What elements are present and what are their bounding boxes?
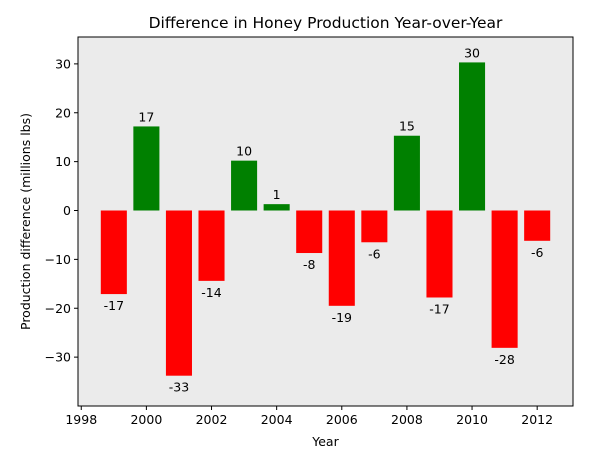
x-tick-label-2012: 2012 [521, 412, 553, 427]
bar-2000 [133, 126, 160, 211]
bars-group [100, 62, 551, 376]
bar-2010 [459, 62, 486, 211]
x-axis: 1998 2000 2002 2004 2006 2008 2010 2012 [65, 406, 553, 427]
data-label-2005: -8 [303, 257, 316, 272]
data-label-2004: 1 [273, 187, 281, 202]
bar-2003 [231, 160, 258, 211]
data-label-2008: 15 [399, 119, 415, 134]
bar-2002 [198, 210, 225, 281]
data-label-2000: 17 [138, 109, 154, 124]
data-labels-group: -17 17 -33 -14 10 1 -8 -19 -6 15 -17 30 -28 -6 [104, 45, 544, 394]
x-axis-label: Year [311, 434, 339, 449]
data-label-2002: -14 [201, 285, 221, 300]
x-tick-label-2000: 2000 [130, 412, 162, 427]
data-label-2006: -19 [332, 310, 352, 325]
plot-background [78, 37, 573, 406]
y-tick-label--10: −10 [45, 252, 71, 267]
bar-2004 [263, 204, 290, 211]
bar-2007 [361, 210, 388, 243]
y-tick-label-0: 0 [63, 203, 71, 218]
data-label-2011: -28 [494, 352, 514, 367]
y-tick-label-20: 20 [55, 105, 71, 120]
y-tick-label--30: −30 [45, 350, 71, 365]
x-tick-label-2010: 2010 [456, 412, 488, 427]
x-tick-label-2006: 2006 [326, 412, 358, 427]
bar-2005 [296, 210, 323, 254]
data-label-2003: 10 [236, 144, 252, 159]
bar-2006 [328, 210, 355, 306]
bar-1999 [100, 210, 127, 295]
y-axis: −30 −20 −10 0 10 20 30 [45, 56, 78, 365]
data-label-2012: -6 [531, 245, 544, 260]
y-tick-label-10: 10 [55, 154, 71, 169]
y-tick-label--20: −20 [45, 301, 71, 316]
data-label-2001: -33 [169, 380, 189, 395]
data-label-2009: -17 [429, 301, 449, 316]
x-tick-label-2004: 2004 [261, 412, 293, 427]
bar-2008 [393, 135, 420, 211]
y-axis-label: Production difference (millions lbs) [18, 113, 33, 330]
data-label-1999: -17 [104, 298, 124, 313]
plot-frame [77, 36, 574, 407]
bar-2001 [165, 210, 192, 376]
bar-2009 [426, 210, 453, 298]
bar-2011 [491, 210, 518, 348]
x-tick-label-1998: 1998 [65, 412, 97, 427]
x-tick-label-2008: 2008 [391, 412, 423, 427]
data-label-2007: -6 [368, 246, 381, 261]
x-tick-label-2002: 2002 [196, 412, 228, 427]
bar-2012 [524, 210, 551, 241]
data-label-2010: 30 [464, 45, 480, 60]
y-tick-label-30: 30 [55, 56, 71, 71]
chart-title: Difference in Honey Production Year-over… [149, 14, 503, 32]
